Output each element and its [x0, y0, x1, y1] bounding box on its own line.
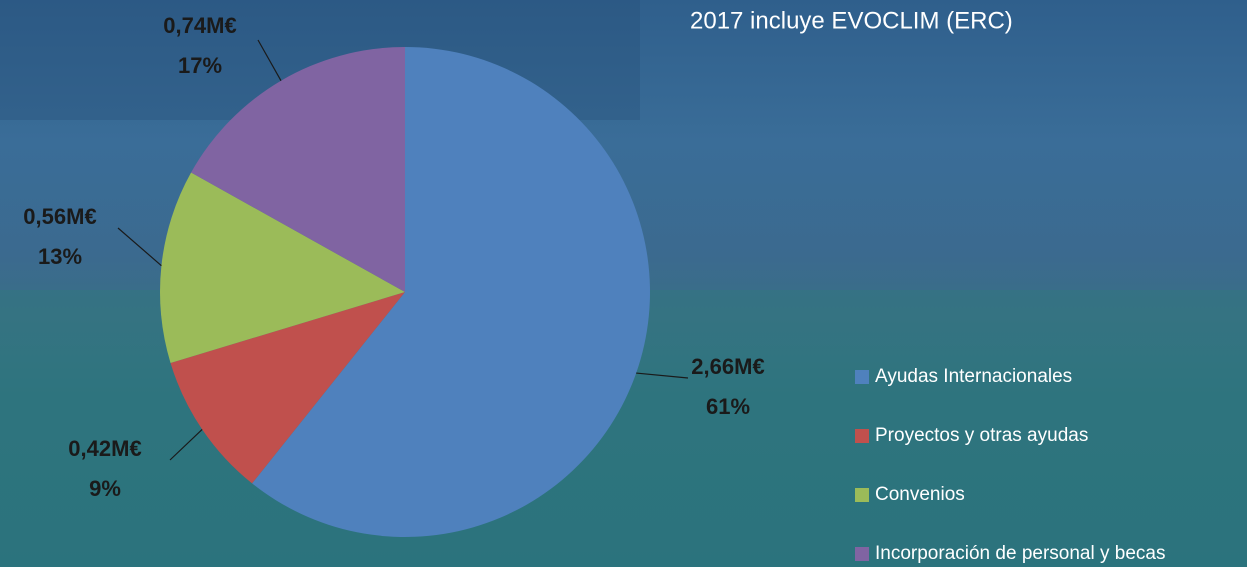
- legend-swatch: [855, 488, 869, 502]
- value-label: 0,56M€: [23, 204, 96, 229]
- chart-title: 2017 incluye EVOCLIM (ERC): [690, 7, 1013, 34]
- leader-line: [169, 428, 203, 461]
- legend-label: Convenios: [875, 484, 965, 505]
- legend-label: Incorporación de personal y becas: [875, 543, 1165, 564]
- leader-line: [117, 227, 162, 267]
- percent-label: 13%: [38, 244, 82, 269]
- percent-label: 9%: [89, 476, 121, 501]
- leader-line: [257, 39, 282, 82]
- legend-swatch: [855, 547, 869, 561]
- value-label: 2,66M€: [691, 354, 764, 379]
- pie-slice: [170, 292, 405, 484]
- legend-label: Ayudas Internacionales: [875, 366, 1072, 387]
- legend-swatch: [855, 370, 869, 384]
- percent-label: 17%: [178, 53, 222, 78]
- legend-label: Proyectos y otras ayudas: [875, 425, 1088, 446]
- value-label: 0,42M€: [68, 436, 141, 461]
- value-label: 0,74M€: [163, 13, 236, 38]
- leader-line: [636, 372, 689, 379]
- legend-swatch: [855, 429, 869, 443]
- percent-label: 61%: [706, 394, 750, 419]
- pie-slice: [252, 47, 651, 537]
- pie-slice: [159, 172, 405, 364]
- pie-slice: [191, 47, 405, 292]
